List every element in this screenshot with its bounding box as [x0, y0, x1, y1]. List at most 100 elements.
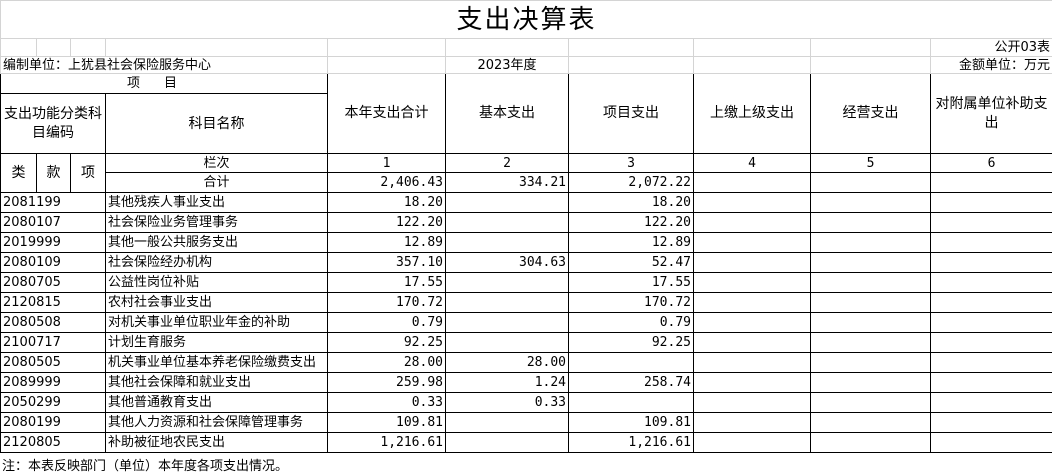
amount: 1,216.61 — [568, 432, 694, 453]
amount: 12.89 — [568, 232, 694, 253]
amount: 258.74 — [568, 372, 694, 393]
subject-code: 2080199 — [0, 412, 106, 433]
subject-name: 其他人力资源和社会保障管理事务 — [105, 412, 328, 433]
year: 2023年度 — [445, 56, 569, 74]
subject-name: 其他一般公共服务支出 — [105, 232, 328, 253]
table-row: 项目 本年支出合计 基本支出 项目支出 上缴上级支出 经营支出 对附属单位补助支出 — [0, 73, 1052, 154]
empty-cell — [105, 38, 328, 57]
empty-cell — [327, 38, 446, 57]
empty-cell — [810, 412, 931, 433]
empty-cell — [810, 372, 931, 393]
amount — [445, 212, 569, 233]
subject-code: 2080109 — [0, 252, 106, 273]
empty-cell — [568, 56, 694, 74]
subject-code: 2120805 — [0, 432, 106, 453]
form-number: 公开03表 — [929, 38, 1052, 57]
empty-cell — [810, 292, 931, 313]
total-value: 2,406.43 — [327, 172, 446, 193]
subject-name: 补助被征地农民支出 — [105, 432, 328, 453]
empty-cell — [693, 292, 811, 313]
empty-cell — [568, 38, 694, 57]
kuan-header: 款 — [36, 153, 71, 193]
subject-code: 2080705 — [0, 272, 106, 293]
table-row: 2080107 社会保险业务管理事务 122.20 122.20 — [0, 212, 1052, 233]
amount — [568, 392, 694, 413]
empty-cell — [36, 38, 71, 57]
subject-name: 其他普通教育支出 — [105, 392, 328, 413]
amount — [445, 292, 569, 313]
subject-name: 对机关事业单位职业年金的补助 — [105, 312, 328, 333]
empty-cell — [693, 252, 811, 273]
empty-cell — [929, 352, 1052, 373]
empty-cell — [929, 392, 1052, 413]
column-number: 4 — [693, 153, 811, 173]
column-header: 本年支出合计 — [327, 73, 446, 154]
total-value: 2,072.22 — [568, 172, 694, 193]
footnote: 注：本表反映部门（单位）本年度各项支出情况。 — [2, 459, 289, 474]
table-row: 2080109 社会保险经办机构 357.10 304.63 52.47 — [0, 252, 1052, 273]
empty-cell — [929, 172, 1052, 193]
empty-cell — [693, 172, 811, 193]
table-row: 2080505 机关事业单位基本养老保险缴费支出 28.00 28.00 — [0, 352, 1052, 373]
subject-code: 2100717 — [0, 332, 106, 353]
column-header: 对附属单位补助支出 — [929, 73, 1052, 154]
empty-cell — [693, 212, 811, 233]
amount: 18.20 — [327, 192, 446, 213]
amount — [445, 432, 569, 453]
column-header: 基本支出 — [445, 73, 569, 154]
table-row: 公开03表 — [0, 38, 1052, 57]
subject-code: 2120815 — [0, 292, 106, 313]
empty-cell — [929, 192, 1052, 213]
empty-cell — [445, 38, 569, 57]
empty-cell — [810, 232, 931, 253]
amount: 170.72 — [568, 292, 694, 313]
table-row: 合计 2,406.43 334.21 2,072.22 — [1, 172, 1052, 193]
empty-cell — [810, 172, 931, 193]
empty-cell — [810, 192, 931, 213]
amount — [445, 192, 569, 213]
item-header: 项目 — [0, 73, 328, 94]
empty-cell — [810, 392, 931, 413]
empty-cell — [929, 372, 1052, 393]
table-row: 2080199 其他人力资源和社会保障管理事务 109.81 109.81 — [0, 412, 1052, 433]
column-number: 1 — [327, 153, 446, 173]
empty-cell — [70, 38, 106, 57]
subject-code: 2080107 — [0, 212, 106, 233]
empty-cell — [810, 332, 931, 353]
total-value: 334.21 — [445, 172, 569, 193]
empty-cell — [810, 38, 931, 57]
empty-cell — [929, 212, 1052, 233]
table-row: 2081199 其他残疾人事业支出 18.20 18.20 — [0, 192, 1052, 213]
empty-cell — [810, 352, 931, 373]
amount: 0.79 — [327, 312, 446, 333]
subject-name: 其他残疾人事业支出 — [105, 192, 328, 213]
subject-name: 其他社会保障和就业支出 — [105, 372, 328, 393]
empty-cell — [327, 56, 446, 74]
empty-cell — [693, 412, 811, 433]
column-number: 2 — [445, 153, 569, 173]
amount — [445, 232, 569, 253]
amount: 28.00 — [445, 352, 569, 373]
table-row: 支出功能分类科目编码 科目名称 — [0, 93, 1052, 154]
amount: 0.33 — [327, 392, 446, 413]
table-row: 2100717 计划生育服务 92.25 92.25 — [0, 332, 1052, 353]
column-header: 项目支出 — [568, 73, 694, 154]
empty-cell — [693, 192, 811, 213]
table-row: 2080508 对机关事业单位职业年金的补助 0.79 0.79 — [0, 312, 1052, 333]
amount: 0.33 — [445, 392, 569, 413]
empty-cell — [929, 272, 1052, 293]
title: 支出决算表 — [0, 0, 1052, 39]
table-row: 支出决算表 — [0, 0, 1052, 39]
total-label: 合计 — [105, 172, 328, 193]
amount — [445, 332, 569, 353]
empty-cell — [929, 232, 1052, 253]
empty-cell — [929, 412, 1052, 433]
empty-cell — [693, 332, 811, 353]
amount: 122.20 — [568, 212, 694, 233]
amount — [445, 272, 569, 293]
subject-name: 公益性岗位补贴 — [105, 272, 328, 293]
empty-cell — [693, 312, 811, 333]
empty-cell — [693, 392, 811, 413]
subject-code: 2089999 — [0, 372, 106, 393]
